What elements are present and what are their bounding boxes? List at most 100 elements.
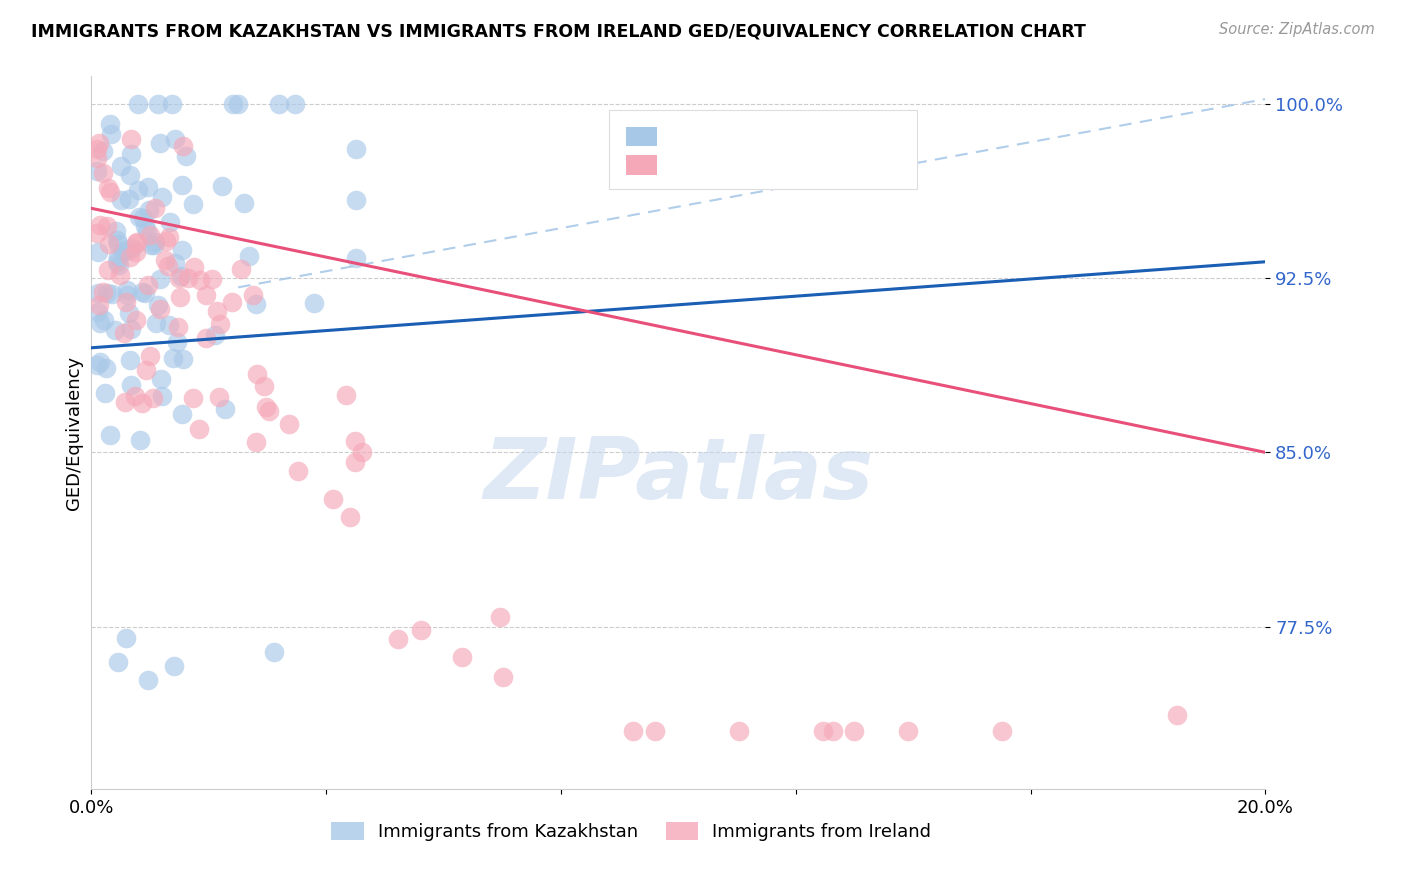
Point <box>238 249 260 263</box>
Point <box>170 407 193 421</box>
Point <box>195 331 218 345</box>
Point <box>644 724 666 739</box>
Point <box>387 632 409 646</box>
Point <box>132 211 155 226</box>
Point <box>172 139 194 153</box>
Point <box>91 285 114 299</box>
Point <box>159 215 181 229</box>
Point <box>170 244 193 258</box>
Point <box>183 260 205 274</box>
Point <box>120 147 142 161</box>
Point <box>115 295 138 310</box>
Point <box>167 320 190 334</box>
Point <box>107 251 129 265</box>
Point <box>149 272 172 286</box>
Point <box>87 136 110 151</box>
Point <box>124 389 146 403</box>
Point <box>112 326 135 341</box>
Point <box>157 230 180 244</box>
Point <box>86 286 108 301</box>
Point <box>284 96 307 111</box>
Point <box>114 395 136 409</box>
Point <box>222 96 245 111</box>
Point <box>621 724 644 739</box>
Point <box>160 96 183 111</box>
Point <box>125 245 148 260</box>
Text: R =   0.112   N = 92: R = 0.112 N = 92 <box>668 128 886 145</box>
Text: ZIPatlas: ZIPatlas <box>484 434 873 517</box>
Point <box>233 196 256 211</box>
Point <box>169 290 191 304</box>
Point <box>155 252 177 267</box>
Point <box>128 210 150 224</box>
Point <box>229 262 252 277</box>
Point <box>87 244 110 259</box>
Point <box>105 233 128 247</box>
Point <box>86 226 108 240</box>
Point <box>98 185 121 199</box>
Point <box>211 179 233 194</box>
Point <box>139 227 162 242</box>
Point <box>138 277 160 292</box>
Point <box>115 244 138 258</box>
Point <box>141 238 163 252</box>
Point <box>138 202 160 217</box>
Point <box>97 181 120 195</box>
Point <box>94 385 117 400</box>
Point <box>991 724 1014 739</box>
Point <box>125 313 148 327</box>
Point <box>125 235 148 250</box>
Point <box>105 254 128 268</box>
Point <box>87 305 110 319</box>
Point <box>148 298 170 312</box>
Point <box>321 492 343 507</box>
Point <box>107 655 129 669</box>
Point <box>111 244 134 258</box>
Point <box>811 724 834 739</box>
Point <box>190 273 212 287</box>
Point <box>450 650 472 665</box>
Point <box>89 298 111 312</box>
Point <box>167 271 190 285</box>
Point <box>242 288 264 302</box>
Point <box>96 285 118 300</box>
Point <box>120 378 142 392</box>
Point <box>89 219 111 233</box>
Point <box>344 455 367 469</box>
Point <box>86 358 108 372</box>
Point <box>89 316 111 330</box>
Text: IMMIGRANTS FROM KAZAKHSTAN VS IMMIGRANTS FROM IRELAND GED/EQUIVALENCY CORRELATIO: IMMIGRANTS FROM KAZAKHSTAN VS IMMIGRANTS… <box>31 22 1085 40</box>
Point <box>108 258 131 272</box>
Point <box>120 322 142 336</box>
Point <box>170 269 193 284</box>
Point <box>89 355 111 369</box>
Point <box>195 288 218 302</box>
Text: R = -0.255   N = 81: R = -0.255 N = 81 <box>668 156 875 174</box>
Point <box>131 396 153 410</box>
Point <box>254 400 277 414</box>
Point <box>339 510 361 524</box>
Point <box>131 285 153 299</box>
Point <box>1166 708 1188 723</box>
Point <box>136 673 159 688</box>
Point <box>344 142 367 156</box>
Point <box>489 610 512 624</box>
Point <box>115 632 138 646</box>
Point <box>98 237 121 252</box>
Point <box>176 271 198 285</box>
Point <box>226 96 249 111</box>
Point <box>143 235 166 249</box>
Point <box>844 724 866 739</box>
Point <box>104 224 127 238</box>
Point <box>278 417 301 432</box>
Point <box>181 197 204 211</box>
Point <box>149 372 172 386</box>
Point <box>157 318 180 332</box>
Point <box>118 306 141 320</box>
Point <box>115 288 138 302</box>
Point <box>136 180 159 194</box>
Point <box>98 117 121 131</box>
Point <box>135 224 157 238</box>
Point <box>120 168 142 182</box>
Point <box>728 724 751 739</box>
